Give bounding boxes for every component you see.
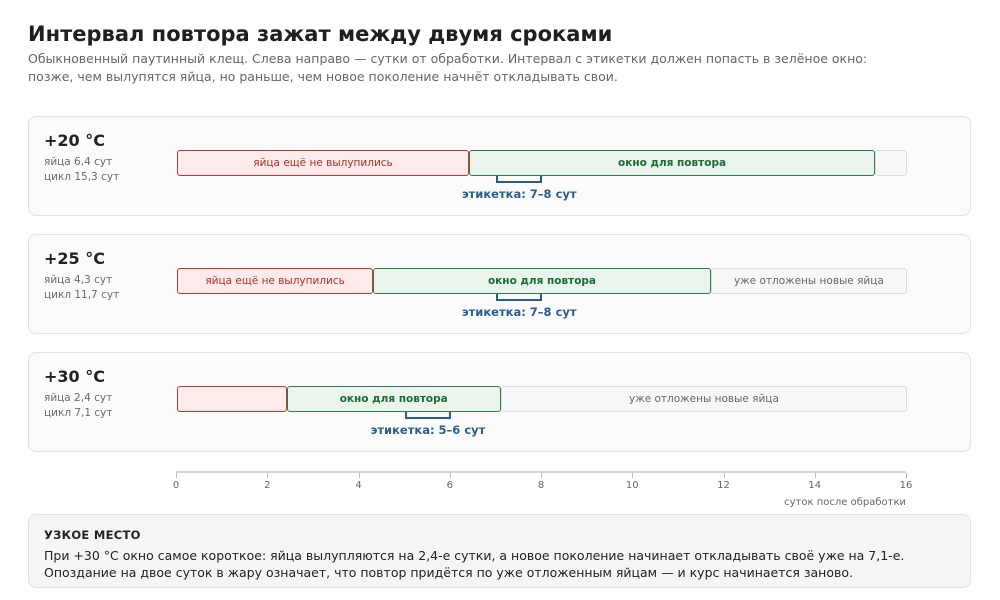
note-title: УЗКОЕ МЕСТО: [44, 528, 141, 542]
repeat-window-segment: окно для повтора: [373, 268, 711, 294]
bottleneck-note: УЗКОЕ МЕСТО При +30 °C окно самое коротк…: [28, 514, 971, 588]
axis-tick: [723, 473, 725, 478]
label-interval-text: этикетка: 7–8 сут: [461, 187, 577, 201]
axis-tick: [541, 473, 542, 478]
label-interval-bracket: [496, 294, 542, 301]
row-cycle-duration: цикл 15,3 сут: [44, 171, 120, 183]
axis-tick-label: 10: [625, 480, 639, 491]
page-subtitle: Обыкновенный паутинный клещ. Слева напра…: [28, 51, 868, 84]
label-interval-bracket: [496, 176, 542, 183]
note-text: При +30 °C окно самое короткое: яйца выл…: [44, 548, 905, 580]
temperature-row: +25 °C яйца 4,3 сут цикл 11,7 сут яйца ещё …: [28, 234, 971, 334]
unhatched-eggs-segment: яйца ещё не вылупились: [177, 268, 374, 294]
repeat-window-segment: окно для повтора: [469, 150, 876, 176]
axis-tick-label: 16: [899, 480, 913, 491]
axis-tick-label: 12: [717, 480, 730, 491]
new-eggs-laid-segment: уже отложены новые яйца: [500, 386, 907, 412]
axis-tick-label: 14: [808, 480, 822, 491]
new-eggs-laid-segment: [875, 150, 907, 176]
axis-tick-label: 2: [264, 480, 271, 491]
row-temperature: +20 °C: [44, 131, 105, 150]
row-cycle-duration: цикл 7,1 сут: [44, 407, 113, 419]
axis-tick-label: 8: [537, 480, 545, 491]
unhatched-eggs-segment: яйца ещё не вылупились: [177, 150, 469, 176]
axis-tick: [358, 473, 360, 478]
label-interval-bracket: [405, 412, 451, 419]
unhatched-eggs-segment: [177, 386, 287, 412]
row-egg-duration: яйца 6,4 сут: [44, 156, 113, 168]
page-title: Интервал повтора зажат между двумя срока…: [28, 22, 613, 46]
row-cycle-duration: цикл 11,7 сут: [44, 289, 120, 301]
row-temperature: +25 °C: [44, 249, 105, 268]
new-eggs-laid-segment: уже отложены новые яйца: [710, 268, 907, 294]
repeat-window-segment: окно для повтора: [286, 386, 501, 412]
axis-tick-label: 6: [446, 480, 453, 491]
row-egg-duration: яйца 2,4 сут: [44, 392, 113, 404]
axis-tick: [176, 473, 177, 478]
axis-tick: [632, 473, 634, 478]
axis-tick-label: 0: [172, 480, 180, 491]
axis-tick-label: 4: [355, 480, 362, 491]
axis-tick: [814, 473, 816, 478]
label-interval-text: этикетка: 7–8 сут: [461, 305, 577, 319]
axis-tick: [449, 473, 451, 478]
label-interval-text: этикетка: 5–6 сут: [370, 423, 486, 437]
row-temperature: +30 °C: [44, 367, 105, 386]
row-egg-duration: яйца 4,3 сут: [44, 274, 113, 286]
temperature-row: +20 °C яйца 6,4 сут цикл 15,3 сут яйца ещё …: [28, 116, 971, 216]
axis-label: суток после обработки: [784, 497, 906, 508]
axis-tick: [267, 473, 269, 478]
axis-tick: [906, 473, 907, 478]
axis-line: [176, 471, 906, 473]
temperature-row: +30 °C яйца 2,4 сут цикл 7,1 сут окно для п…: [28, 352, 971, 452]
